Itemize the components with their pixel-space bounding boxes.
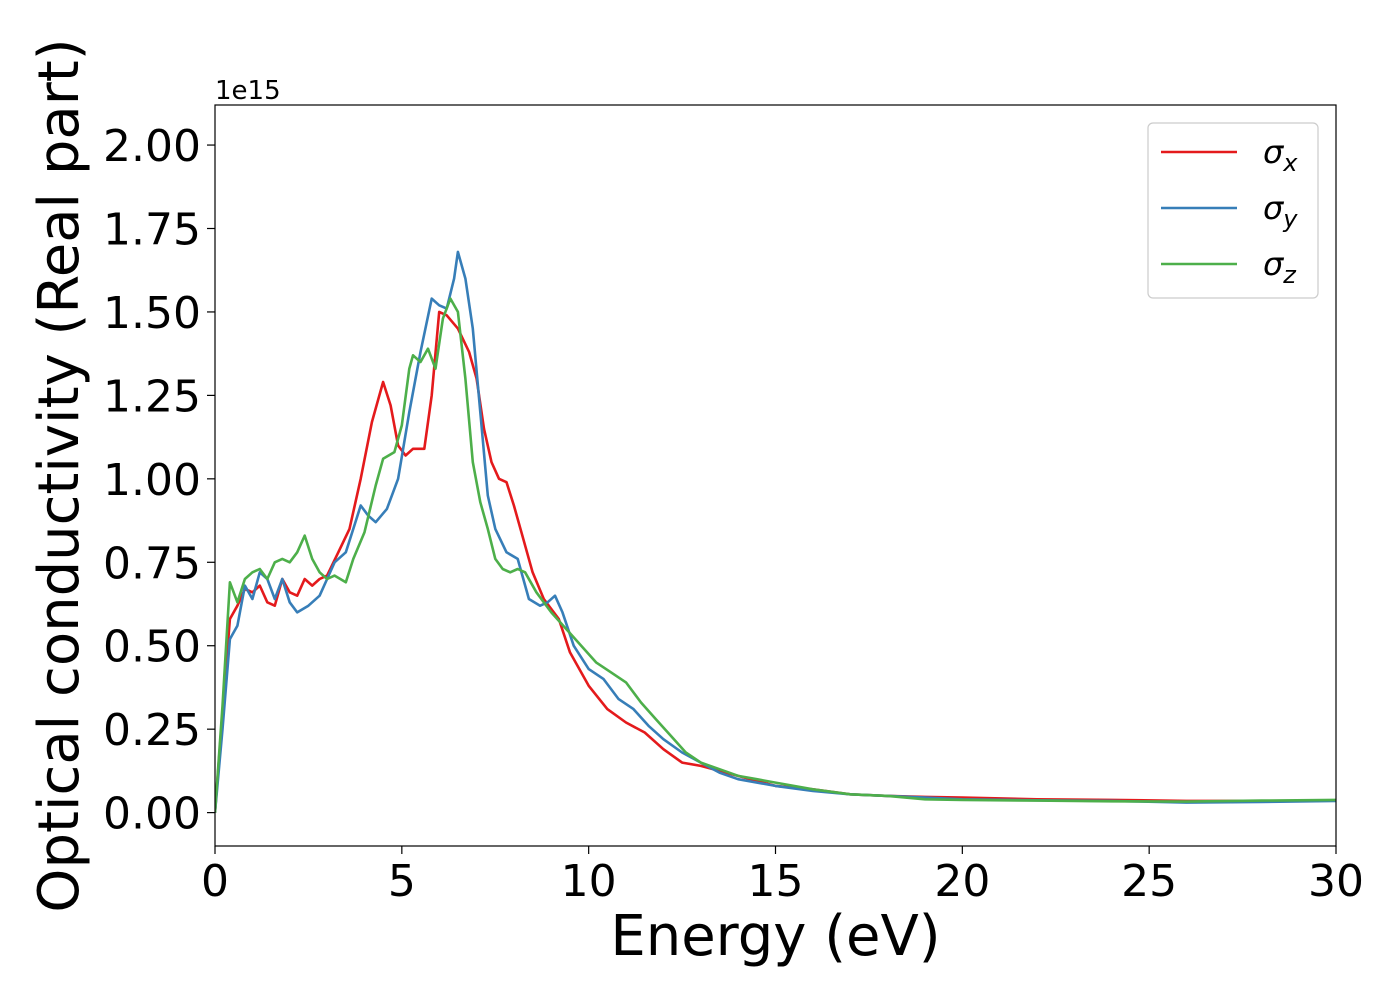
x-tick-label: 10	[561, 856, 617, 907]
y-axis-offset-label: 1e15	[215, 76, 281, 106]
y-tick-label: 1.00	[103, 455, 201, 506]
series-line-sigma-x	[215, 310, 1336, 813]
series-line-sigma-y	[215, 250, 1336, 813]
y-axis-label: Optical conductivity (Real part)	[27, 38, 92, 912]
x-tick-label: 5	[388, 856, 416, 907]
legend-label-sigma-z: σz	[1263, 245, 1297, 289]
x-tick-label: 20	[934, 856, 990, 907]
x-axis-ticks: 0 5 10 15 20 25 30	[201, 846, 1364, 907]
legend-box	[1147, 122, 1319, 299]
x-tick-label: 30	[1308, 856, 1364, 907]
legend-label-sigma-y: σy	[1263, 189, 1298, 233]
y-tick-label: 0.00	[103, 789, 201, 840]
y-tick-label: 0.75	[103, 538, 201, 589]
y-tick-label: 0.25	[103, 705, 201, 756]
series-line-sigma-z	[215, 297, 1336, 813]
y-tick-label: 1.50	[103, 288, 201, 339]
y-tick-label: 2.00	[103, 121, 201, 172]
x-tick-label: 25	[1121, 856, 1177, 907]
y-tick-label: 1.25	[103, 371, 201, 422]
x-axis-label: Energy (eV)	[610, 904, 940, 969]
y-tick-label: 0.50	[103, 622, 201, 673]
y-axis-ticks: 0.00 0.25 0.50 0.75 1.00 1.25 1.50 1.75 2.00	[103, 121, 215, 840]
legend: σx σy σz	[1147, 122, 1319, 299]
x-tick-label: 15	[748, 856, 804, 907]
series-layer	[215, 250, 1336, 813]
x-tick-label: 0	[201, 856, 229, 907]
y-tick-label: 1.75	[103, 205, 201, 256]
legend-label-sigma-x: σx	[1263, 133, 1298, 177]
